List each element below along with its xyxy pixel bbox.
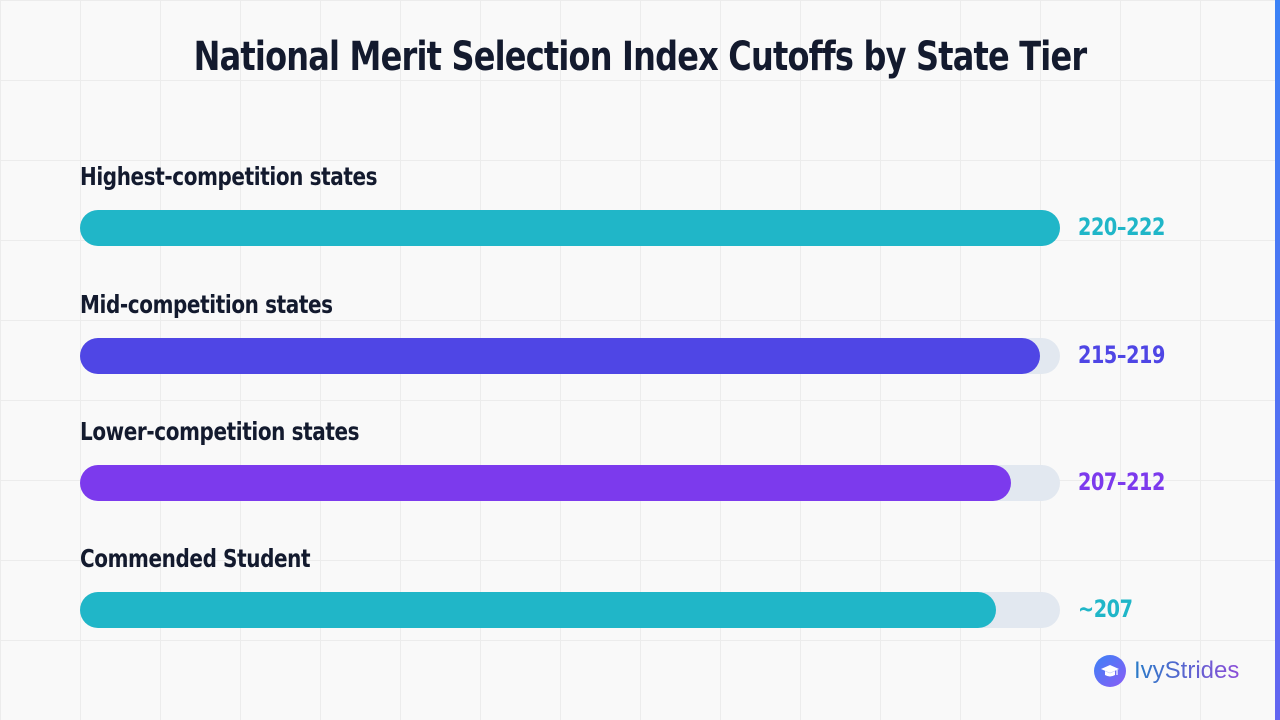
chart-title: National Merit Selection Index Cutoffs b… (193, 34, 1088, 80)
brand-logo: IvyStrides (1094, 655, 1239, 687)
bar-value-label: 207–212 (1078, 468, 1165, 496)
bar-value-label: 215–219 (1078, 341, 1165, 369)
bar-row: Lower-competition states 207–212 (80, 417, 1200, 517)
right-accent-edge (1275, 0, 1280, 720)
bar-category-label: Highest-competition states (80, 162, 378, 191)
bar-value-label: ~207 (1078, 595, 1133, 623)
bar (80, 210, 1060, 246)
bar-category-label: Lower-competition states (80, 417, 360, 446)
bar-value-label: 220–222 (1078, 213, 1165, 241)
bar (80, 592, 996, 628)
bar-category-label: Commended Student (80, 544, 311, 573)
bar-row: Commended Student ~207 (80, 544, 1200, 644)
bar-track (80, 592, 1060, 628)
graduation-cap-icon (1094, 655, 1126, 687)
bar-track (80, 210, 1060, 246)
bar-track (80, 465, 1060, 501)
bar (80, 338, 1040, 374)
bar-category-label: Mid-competition states (80, 290, 333, 319)
bar (80, 465, 1011, 501)
bar-row: Mid-competition states 215–219 (80, 290, 1200, 390)
bar-track (80, 338, 1060, 374)
brand-name: IvyStrides (1134, 657, 1240, 684)
bar-row: Highest-competition states 220–222 (80, 162, 1200, 262)
